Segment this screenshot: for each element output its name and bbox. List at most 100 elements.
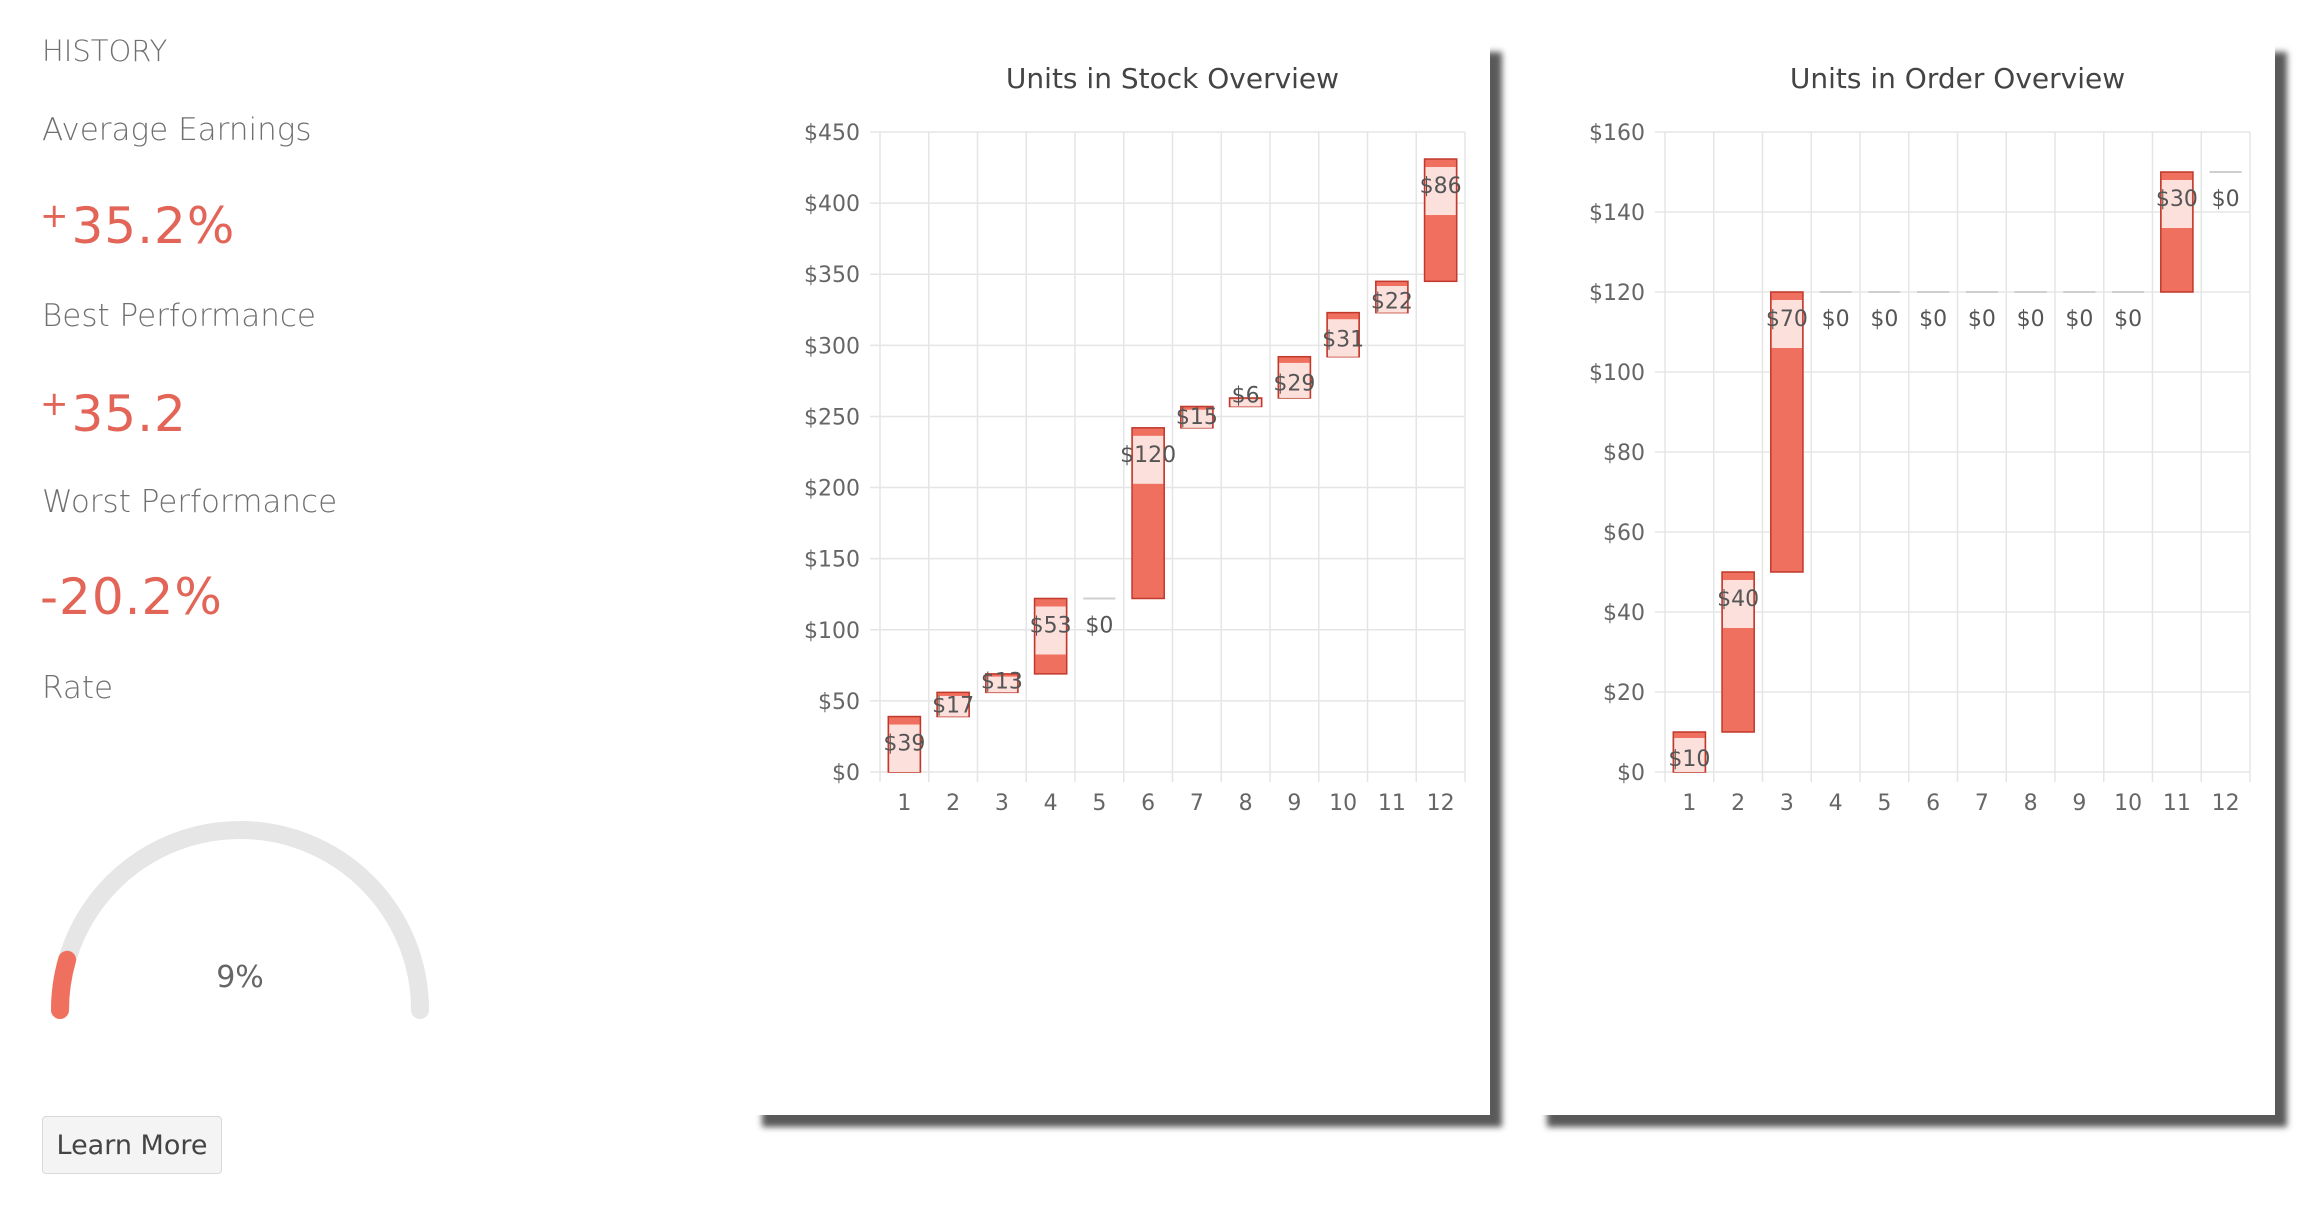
x-tick-label: 1 bbox=[1682, 791, 1696, 816]
y-tick-label: $0 bbox=[1617, 761, 1645, 786]
x-tick-label: 10 bbox=[1329, 791, 1357, 816]
bar-7: $15 bbox=[1176, 405, 1218, 430]
bar-highlight bbox=[1035, 606, 1066, 655]
y-tick-label: $300 bbox=[804, 334, 860, 359]
bar-highlight bbox=[1674, 738, 1705, 772]
learn-more-button[interactable]: Learn More bbox=[42, 1116, 222, 1174]
bar-4: $0 bbox=[1819, 291, 1852, 332]
x-tick-label: 2 bbox=[1731, 791, 1745, 816]
bar-12: $0 bbox=[2209, 171, 2242, 212]
bar-9: $29 bbox=[1273, 355, 1315, 399]
data-label: $6 bbox=[1232, 383, 1260, 408]
average-earnings-number: 35.2% bbox=[71, 197, 236, 255]
data-label: $39 bbox=[883, 732, 925, 757]
gauge-fill bbox=[51, 950, 77, 1019]
y-tick-label: $40 bbox=[1603, 601, 1645, 626]
y-tick-label: $100 bbox=[1589, 361, 1645, 386]
bar-highlight bbox=[1133, 435, 1164, 484]
data-label: $31 bbox=[1322, 328, 1364, 353]
bar-highlight bbox=[1230, 399, 1261, 407]
rate-label: Rate bbox=[42, 670, 114, 706]
x-tick-label: 9 bbox=[1287, 791, 1301, 816]
bar-highlight bbox=[1279, 362, 1310, 398]
worst-performance-value: -20.2% bbox=[40, 568, 223, 626]
x-tick-label: 1 bbox=[897, 791, 911, 816]
data-label: $53 bbox=[1030, 613, 1072, 638]
bar-highlight bbox=[1328, 319, 1359, 357]
average-earnings-value: +35.2% bbox=[40, 196, 235, 255]
bar-highlight bbox=[1376, 286, 1407, 313]
best-performance-label: Best Performance bbox=[42, 298, 316, 334]
bar-8: $6 bbox=[1228, 383, 1263, 408]
x-tick-label: 6 bbox=[1926, 791, 1940, 816]
bar-highlight bbox=[889, 724, 920, 772]
x-tick-label: 8 bbox=[1239, 791, 1253, 816]
bar-highlight bbox=[2161, 180, 2192, 228]
bar-2: $17 bbox=[932, 691, 974, 719]
units-in-order-panel: Units in Order Overview $0 $20 $40 $60 $80 $10… bbox=[1535, 40, 2275, 1115]
bar-11: $22 bbox=[1371, 280, 1413, 315]
x-tick-label: 10 bbox=[2114, 791, 2142, 816]
x-tick-label: 3 bbox=[1780, 791, 1794, 816]
y-tick-label: $400 bbox=[804, 192, 860, 217]
y-tick-label: $150 bbox=[804, 548, 860, 573]
bar-highlight bbox=[1181, 409, 1212, 428]
y-tick-label: $80 bbox=[1603, 441, 1645, 466]
gauge-track bbox=[51, 821, 429, 1019]
data-label: $13 bbox=[981, 669, 1023, 694]
bar-7: $0 bbox=[1965, 291, 1998, 332]
x-tick-label: 11 bbox=[1378, 791, 1406, 816]
bar-highlight bbox=[986, 676, 1017, 693]
best-performance-value: +35.2 bbox=[40, 384, 187, 443]
data-label: $29 bbox=[1273, 372, 1315, 397]
y-tick-label: $20 bbox=[1603, 681, 1645, 706]
bar-highlight bbox=[1771, 300, 1802, 348]
x-tick-label: 12 bbox=[2212, 791, 2240, 816]
y-tick-label: $50 bbox=[818, 690, 860, 715]
chart-title: Units in Order Overview bbox=[1790, 62, 2125, 95]
x-tick-label: 11 bbox=[2163, 791, 2191, 816]
x-tick-label: 7 bbox=[1190, 791, 1204, 816]
data-label: $0 bbox=[2065, 307, 2093, 332]
data-label: $0 bbox=[2017, 307, 2045, 332]
units-in-order-chart: Units in Order Overview $0 $20 $40 $60 $80 $10… bbox=[1589, 62, 2251, 816]
bar-6: $120 bbox=[1120, 427, 1176, 600]
x-tick-label: 4 bbox=[1044, 791, 1058, 816]
bar-10: $0 bbox=[2112, 291, 2145, 332]
x-tick-label: 4 bbox=[1829, 791, 1843, 816]
y-tick-label: $450 bbox=[804, 121, 860, 146]
data-label: $22 bbox=[1371, 290, 1413, 315]
rate-value-text: 9% bbox=[216, 960, 264, 995]
rate-gauge: 9% bbox=[40, 800, 440, 1040]
x-tick-label: 5 bbox=[1877, 791, 1891, 816]
y-tick-label: $200 bbox=[804, 477, 860, 502]
history-sidebar: HISTORY Average Earnings +35.2% Best Per… bbox=[0, 0, 720, 1214]
data-label: $30 bbox=[2156, 187, 2198, 212]
data-label: $0 bbox=[1968, 307, 1996, 332]
bar-2: $40 bbox=[1717, 571, 1759, 733]
data-label: $70 bbox=[1766, 307, 1808, 332]
history-heading: HISTORY bbox=[42, 34, 168, 68]
x-tick-label: 8 bbox=[2024, 791, 2038, 816]
bar-6: $0 bbox=[1917, 291, 1950, 332]
data-label: $120 bbox=[1120, 443, 1176, 468]
y-tick-label: $120 bbox=[1589, 281, 1645, 306]
units-in-stock-chart: Units in Stock Overview $0 $50 $100 $150 $200… bbox=[804, 62, 1466, 816]
x-tick-label: 7 bbox=[1975, 791, 1989, 816]
x-tick-label: 2 bbox=[946, 791, 960, 816]
bar-5: $0 bbox=[1868, 291, 1901, 332]
x-tick-label: 6 bbox=[1141, 791, 1155, 816]
worst-performance-label: Worst Performance bbox=[42, 484, 338, 520]
bar-9: $0 bbox=[2063, 291, 2096, 332]
x-tick-label: 12 bbox=[1427, 791, 1455, 816]
x-tick-label: 3 bbox=[995, 791, 1009, 816]
y-tick-label: $250 bbox=[804, 405, 860, 430]
bar-11: $30 bbox=[2156, 171, 2198, 293]
bar-10: $31 bbox=[1322, 311, 1364, 358]
bar-3: $13 bbox=[981, 669, 1023, 694]
rate-gauge-svg bbox=[51, 821, 429, 1019]
bar-12: $86 bbox=[1420, 158, 1462, 283]
bar-8: $0 bbox=[2014, 291, 2047, 332]
best-performance-sign: + bbox=[40, 384, 70, 424]
average-earnings-label: Average Earnings bbox=[42, 112, 312, 148]
